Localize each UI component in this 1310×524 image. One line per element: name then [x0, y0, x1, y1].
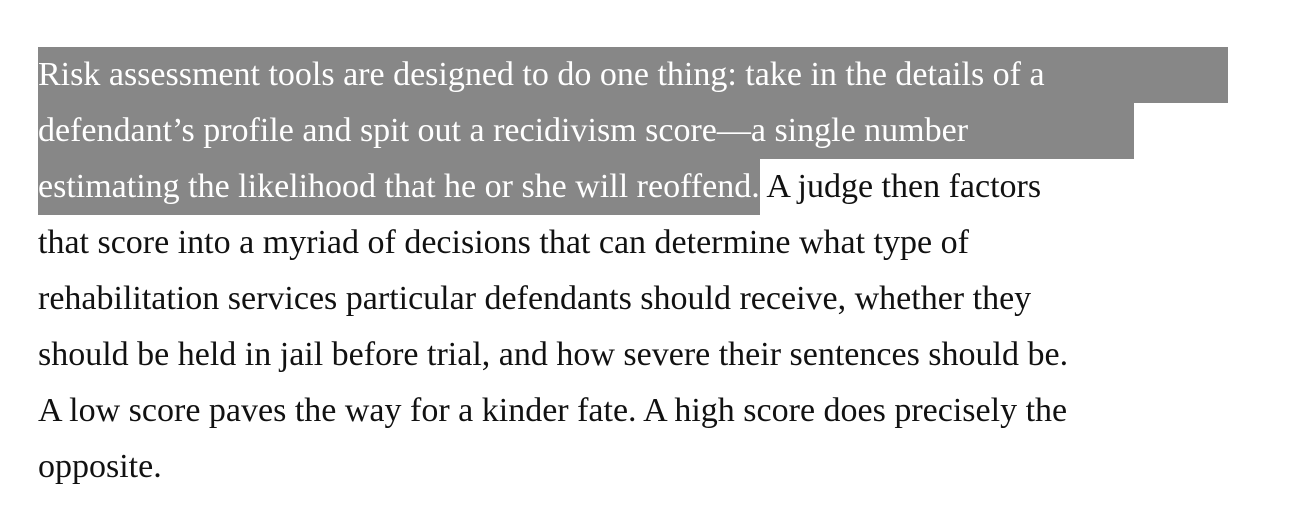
text-line: that score into a myriad of decisions th…	[38, 215, 1288, 271]
article-paragraph: Risk assessment tools are designed to do…	[38, 47, 1288, 495]
highlighted-text[interactable]: estimating the likelihood that he or she…	[38, 159, 760, 215]
text-line: opposite.	[38, 439, 1288, 495]
body-text: that score into a myriad of decisions th…	[38, 224, 969, 261]
body-text: A judge then factors	[759, 168, 1042, 205]
highlighted-text[interactable]: defendant’s profile and spit out a recid…	[38, 103, 1134, 159]
body-text: opposite.	[38, 448, 162, 485]
highlighted-text[interactable]: Risk assessment tools are designed to do…	[38, 47, 1228, 103]
text-line: defendant’s profile and spit out a recid…	[38, 103, 1288, 159]
body-text: should be held in jail before trial, and…	[38, 336, 1069, 373]
body-text: rehabilitation services particular defen…	[38, 280, 1032, 317]
text-line: rehabilitation services particular defen…	[38, 271, 1288, 327]
text-line: Risk assessment tools are designed to do…	[38, 47, 1288, 103]
text-line: A low score paves the way for a kinder f…	[38, 383, 1288, 439]
text-line: should be held in jail before trial, and…	[38, 327, 1288, 383]
body-text: A low score paves the way for a kinder f…	[38, 392, 1068, 429]
text-line: estimating the likelihood that he or she…	[38, 159, 1288, 215]
